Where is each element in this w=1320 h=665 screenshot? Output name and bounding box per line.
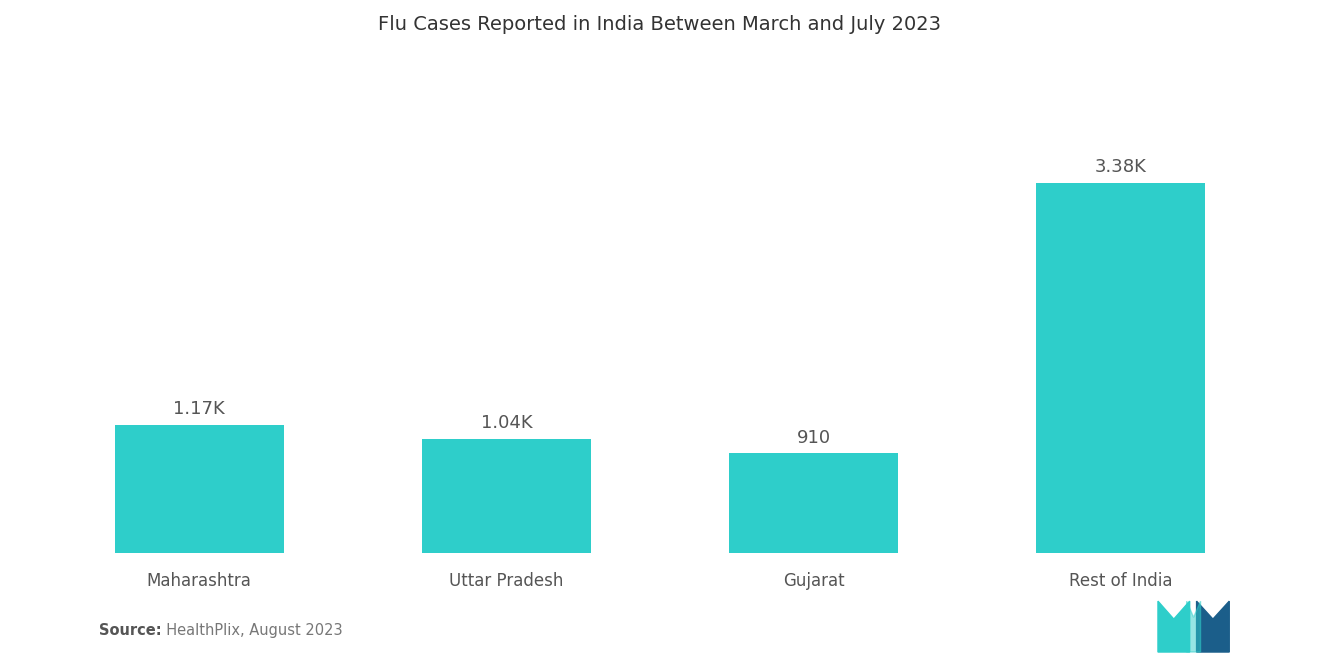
Text: HealthPlix, August 2023: HealthPlix, August 2023 [157,623,343,638]
Text: Source:: Source: [99,623,161,638]
Polygon shape [1158,601,1189,652]
Polygon shape [1187,601,1201,652]
Polygon shape [1196,601,1229,652]
Text: 910: 910 [796,429,830,447]
Bar [422,439,591,553]
Text: 3.38K: 3.38K [1094,158,1147,176]
Bar [729,453,898,553]
Bar [115,425,284,553]
Text: 1.04K: 1.04K [480,414,532,432]
Bar [1036,183,1205,553]
Title: Flu Cases Reported in India Between March and July 2023: Flu Cases Reported in India Between Marc… [379,15,941,34]
Text: 1.17K: 1.17K [173,400,226,418]
